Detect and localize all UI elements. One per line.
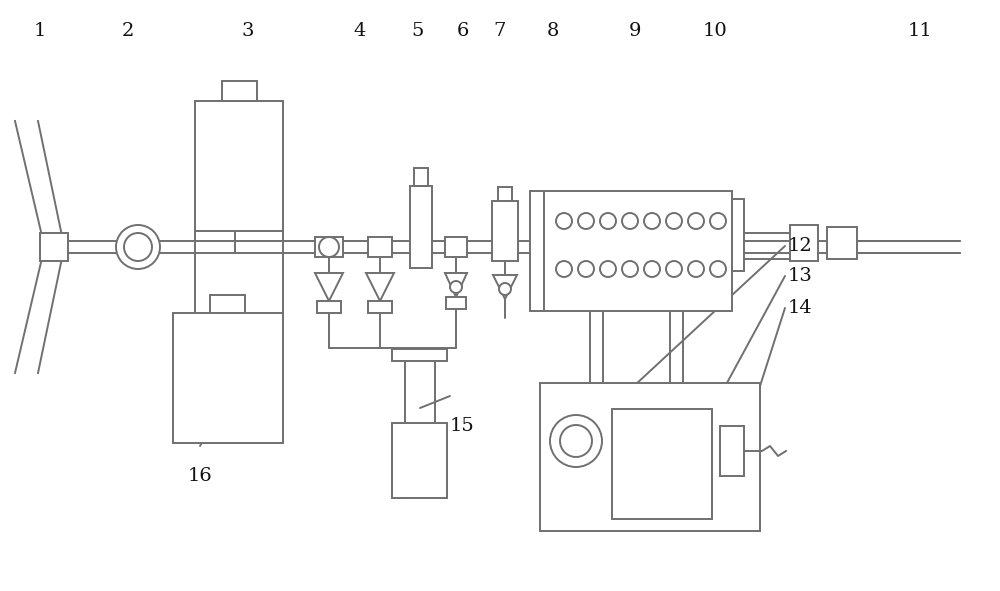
Circle shape — [644, 261, 660, 277]
Circle shape — [116, 225, 160, 269]
Bar — [315, 237, 343, 257]
Circle shape — [556, 261, 572, 277]
Polygon shape — [366, 273, 394, 301]
Circle shape — [666, 261, 682, 277]
Circle shape — [550, 415, 602, 467]
Text: 11: 11 — [908, 22, 932, 40]
Circle shape — [688, 261, 704, 277]
Circle shape — [622, 261, 638, 277]
Circle shape — [644, 213, 660, 229]
Text: 3: 3 — [242, 22, 254, 40]
Bar — [392, 423, 447, 498]
Bar — [530, 191, 544, 311]
Circle shape — [319, 237, 339, 257]
Polygon shape — [445, 273, 467, 297]
Text: 15: 15 — [450, 417, 474, 435]
Polygon shape — [493, 275, 517, 299]
Bar — [368, 301, 392, 313]
Text: 7: 7 — [494, 22, 506, 40]
Circle shape — [560, 425, 592, 457]
Text: 12: 12 — [788, 237, 812, 255]
Bar — [392, 349, 447, 361]
Bar — [414, 168, 428, 186]
Circle shape — [688, 213, 704, 229]
Polygon shape — [315, 273, 343, 301]
Bar — [612, 409, 712, 519]
Bar — [410, 186, 432, 268]
Circle shape — [622, 213, 638, 229]
Circle shape — [600, 213, 616, 229]
Bar — [720, 426, 744, 476]
Bar — [544, 191, 732, 311]
Bar — [222, 81, 257, 101]
Circle shape — [556, 213, 572, 229]
Text: 5: 5 — [412, 22, 424, 40]
Circle shape — [710, 261, 726, 277]
Bar — [827, 227, 857, 259]
Text: 6: 6 — [457, 22, 469, 40]
Text: 16: 16 — [188, 467, 212, 485]
Bar — [446, 297, 466, 309]
Text: 13: 13 — [788, 267, 812, 285]
Circle shape — [578, 213, 594, 229]
Bar — [173, 313, 283, 443]
Bar — [317, 301, 341, 313]
Bar — [445, 237, 467, 257]
Bar — [40, 233, 68, 261]
Circle shape — [499, 283, 511, 295]
Bar — [210, 295, 245, 313]
Bar — [790, 225, 818, 261]
Text: 8: 8 — [547, 22, 559, 40]
Bar — [368, 237, 392, 257]
Text: 10: 10 — [703, 22, 727, 40]
Text: 4: 4 — [354, 22, 366, 40]
Text: 9: 9 — [629, 22, 641, 40]
Circle shape — [666, 213, 682, 229]
Circle shape — [578, 261, 594, 277]
Circle shape — [710, 213, 726, 229]
Text: 1: 1 — [34, 22, 46, 40]
Bar — [732, 199, 744, 271]
Circle shape — [124, 233, 152, 261]
Text: 2: 2 — [122, 22, 134, 40]
Text: 14: 14 — [788, 299, 812, 317]
Circle shape — [600, 261, 616, 277]
Bar — [498, 187, 512, 201]
Circle shape — [450, 281, 462, 293]
Bar — [492, 201, 518, 261]
Bar — [540, 383, 760, 531]
Bar — [195, 101, 283, 231]
